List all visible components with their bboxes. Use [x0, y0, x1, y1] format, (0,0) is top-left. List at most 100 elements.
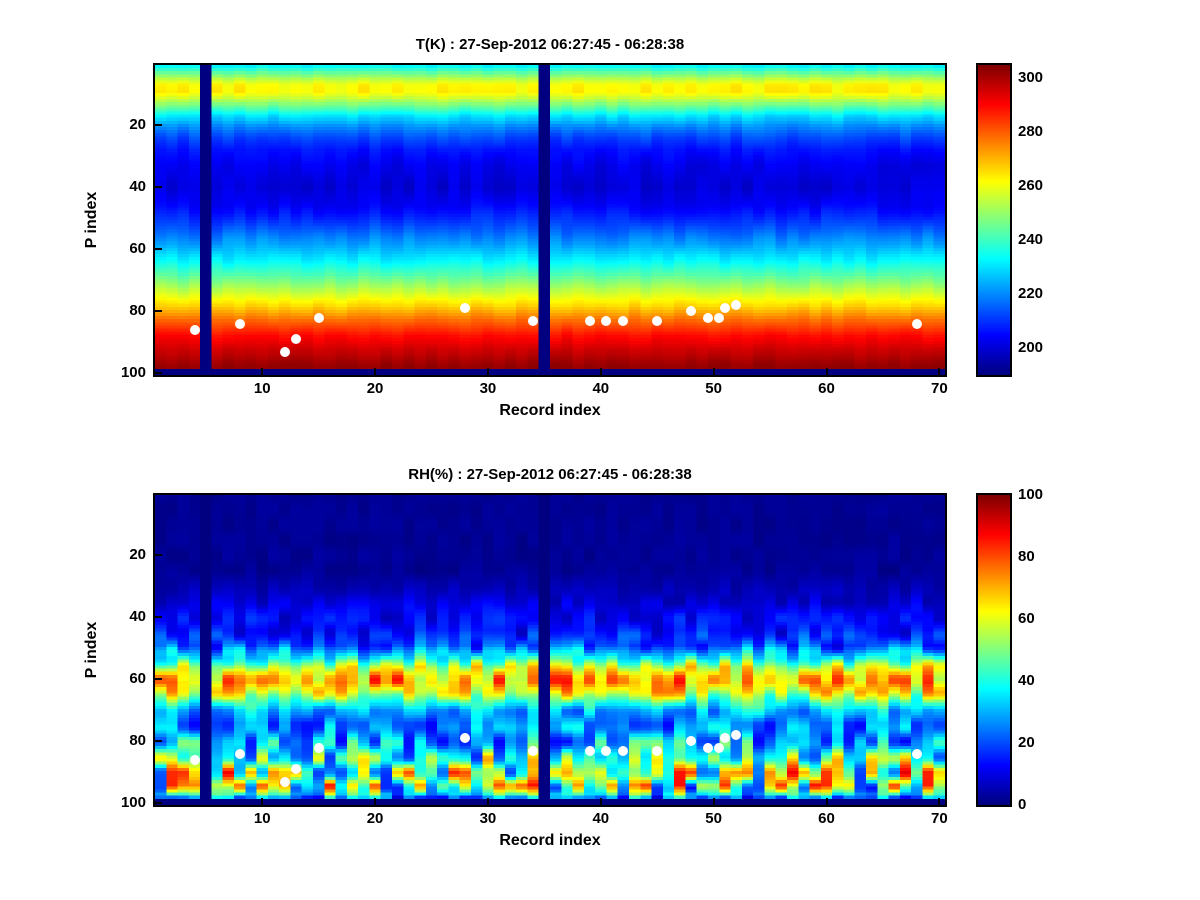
colorbar-tick-label: 20 — [1018, 734, 1035, 751]
heatmap-plot — [153, 63, 947, 377]
x-tick-label: 30 — [479, 380, 497, 397]
overlay-point — [618, 315, 629, 326]
y-tick-mark — [155, 740, 162, 743]
chart-title: T(K) : 27-Sep-2012 06:27:45 - 06:28:38 — [415, 36, 685, 53]
colorbar-tick-label: 40 — [1018, 672, 1035, 689]
overlay-point — [189, 755, 200, 766]
x-tick-label: 20 — [366, 810, 384, 827]
x-tick-label: 30 — [479, 810, 497, 827]
y-tick-label: 20 — [129, 546, 146, 564]
y-axis-label: P index — [83, 621, 100, 679]
y-tick-mark — [155, 616, 162, 619]
x-tick-label: 50 — [705, 810, 722, 827]
y-tick-mark — [155, 124, 162, 127]
x-axis-label: Record index — [499, 402, 601, 419]
overlay-point — [686, 736, 697, 747]
overlay-point — [719, 303, 730, 314]
overlay-point — [584, 315, 595, 326]
y-axis-label: P index — [83, 191, 100, 249]
overlay-point — [703, 742, 713, 753]
y-tick-label: 100 — [120, 794, 146, 812]
x-tick-mark — [712, 798, 715, 805]
overlay-point — [291, 764, 302, 775]
y-tick-label: 40 — [129, 178, 146, 196]
heatmap-plot — [153, 493, 947, 807]
x-tick-mark — [486, 368, 489, 375]
x-tick-mark — [374, 798, 377, 805]
y-tick-mark — [155, 248, 162, 251]
x-tick-label: 40 — [592, 380, 610, 397]
x-tick-label: 70 — [931, 810, 948, 827]
x-tick-mark — [825, 798, 828, 805]
y-tick-mark — [155, 372, 162, 375]
y-tick-label: 60 — [129, 240, 146, 258]
colorbar-tick-label: 60 — [1018, 610, 1035, 627]
y-tick-mark — [155, 186, 162, 189]
x-tick-label: 60 — [818, 810, 835, 827]
overlay-point — [601, 745, 612, 756]
overlay-point — [291, 334, 302, 345]
x-tick-mark — [261, 798, 264, 805]
x-axis-label: Record index — [499, 832, 601, 849]
heatmap-canvas — [155, 65, 945, 375]
overlay-point — [189, 325, 200, 336]
colorbar-tick-label: 240 — [1018, 231, 1044, 249]
y-tick-mark — [155, 310, 162, 313]
overlay-point — [460, 733, 471, 744]
x-tick-label: 40 — [592, 810, 610, 827]
colorbar-tick-label: 220 — [1018, 285, 1044, 303]
overlay-point — [731, 730, 742, 741]
y-tick-label: 60 — [129, 670, 146, 688]
temperature-chart: T(K) : 27-Sep-2012 06:27:45 - 06:28:38 P… — [0, 0, 1200, 430]
overlay-point — [911, 318, 922, 329]
y-tick-mark — [155, 678, 162, 681]
x-tick-label: 60 — [818, 380, 835, 397]
x-tick-label: 70 — [931, 380, 948, 397]
humidity-chart: RH(%) : 27-Sep-2012 06:27:45 - 06:28:38 … — [0, 430, 1200, 860]
colorbar-tick-label: 300 — [1018, 69, 1044, 87]
overlay-point — [279, 776, 290, 787]
overlay-point — [528, 745, 539, 756]
colorbar-tick-label: 100 — [1018, 486, 1044, 503]
x-tick-mark — [486, 798, 489, 805]
overlay-point — [618, 745, 629, 756]
colorbar-tick-label: 0 — [1018, 796, 1027, 813]
x-tick-mark — [374, 368, 377, 375]
y-tick-mark — [155, 554, 162, 557]
y-tick-label: 40 — [129, 608, 146, 626]
overlay-point — [528, 315, 539, 326]
overlay-point — [731, 300, 742, 311]
y-tick-mark — [155, 802, 162, 805]
overlay-point — [584, 745, 595, 756]
overlay-point — [234, 748, 245, 759]
x-tick-mark — [599, 798, 602, 805]
x-tick-mark — [825, 368, 828, 375]
overlay-point — [234, 318, 245, 329]
x-tick-label: 20 — [366, 380, 384, 397]
overlay-point — [313, 312, 324, 323]
overlay-point — [279, 346, 290, 357]
x-tick-mark — [599, 368, 602, 375]
colorbar-tick-label: 80 — [1018, 548, 1035, 565]
colorbar — [976, 63, 1012, 377]
x-tick-label: 10 — [253, 810, 271, 827]
x-tick-label: 10 — [253, 380, 271, 397]
y-tick-label: 20 — [129, 116, 146, 134]
overlay-point — [719, 733, 730, 744]
y-tick-label: 100 — [120, 364, 146, 382]
colorbar-tick-label: 260 — [1018, 177, 1044, 195]
colorbar-tick-label: 200 — [1018, 339, 1044, 357]
colorbar-canvas — [978, 65, 1010, 375]
x-tick-mark — [938, 798, 941, 805]
overlay-point — [652, 315, 663, 326]
overlay-point — [911, 748, 922, 759]
overlay-point — [686, 306, 697, 317]
colorbar — [976, 493, 1012, 807]
overlay-point — [601, 315, 612, 326]
overlay-point — [313, 742, 324, 753]
chart-title: RH(%) : 27-Sep-2012 06:27:45 - 06:28:38 — [408, 466, 692, 483]
overlay-point — [714, 742, 725, 753]
overlay-point — [652, 745, 663, 756]
overlay-point — [460, 303, 471, 314]
